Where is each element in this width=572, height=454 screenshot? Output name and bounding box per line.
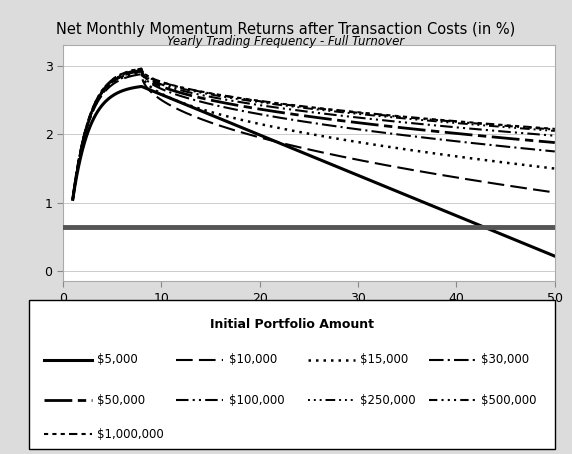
Text: $5,000: $5,000: [97, 353, 138, 366]
Text: $30,000: $30,000: [481, 353, 529, 366]
X-axis label: Number of Stocks in Portfolio: Number of Stocks in Portfolio: [208, 311, 410, 325]
Text: $100,000: $100,000: [229, 394, 284, 406]
Text: $500,000: $500,000: [481, 394, 537, 406]
Text: $250,000: $250,000: [360, 394, 416, 406]
Text: Initial Portfolio Amount: Initial Portfolio Amount: [210, 318, 374, 331]
Text: $50,000: $50,000: [97, 394, 145, 406]
Text: $15,000: $15,000: [360, 353, 408, 366]
Text: $10,000: $10,000: [229, 353, 277, 366]
Text: Net Monthly Momentum Returns after Transaction Costs (in %): Net Monthly Momentum Returns after Trans…: [57, 22, 515, 37]
Text: $1,000,000: $1,000,000: [97, 428, 164, 441]
Text: Yearly Trading Frequency - Full Turnover: Yearly Trading Frequency - Full Turnover: [168, 35, 404, 48]
